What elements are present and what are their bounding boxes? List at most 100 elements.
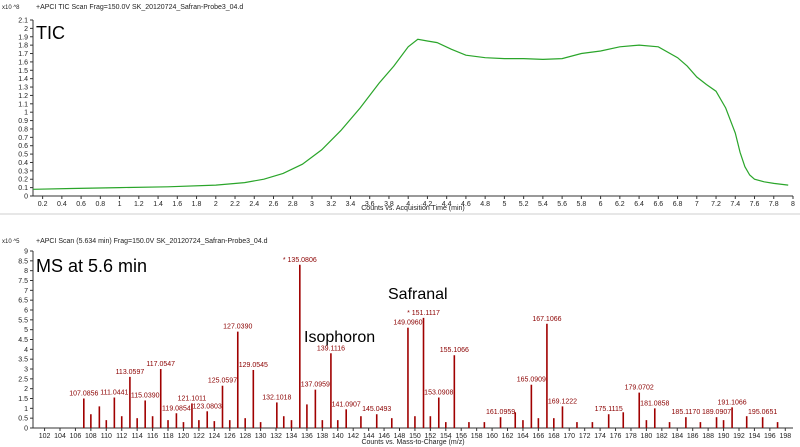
tic-y-tick-label: 2 — [24, 26, 28, 33]
tic-y-tick-label: 1.1 — [18, 101, 28, 108]
tic-x-tick-label: 0.4 — [57, 201, 67, 208]
ms-peak-label: 169.1222 — [548, 398, 577, 405]
ms-x-tick-label: 104 — [54, 433, 66, 440]
tic-y-tick-label: 1.8 — [18, 43, 28, 50]
tic-x-tick-label: 4.4 — [442, 201, 452, 208]
tic-x-tick-label: 3 — [310, 201, 314, 208]
ms-x-tick-label: 130 — [255, 433, 267, 440]
ms-x-tick-label: 158 — [471, 433, 483, 440]
tic-x-tick-label: 1.6 — [172, 201, 182, 208]
tic-x-tick-label: 4.2 — [423, 201, 433, 208]
tic-header: +APCI TIC Scan Frag=150.0V SK_20120724_S… — [36, 4, 243, 11]
ms-peak-label: 139.1116 — [317, 345, 345, 352]
ms-peak-label: 115.0390 — [131, 392, 160, 399]
annotation-safranal: Safranal — [388, 286, 448, 303]
ms-y-tick-label: 0 — [24, 426, 28, 433]
ms-y-tick-label: 3 — [24, 367, 28, 374]
ms-x-tick-label: 132 — [270, 433, 282, 440]
tic-y-tick-label: 1.4 — [18, 76, 28, 83]
ms-inset-title: MS at 5.6 min — [36, 256, 147, 276]
tic-x-tick-label: 5 — [502, 201, 506, 208]
ms-x-tick-label: 162 — [502, 433, 514, 440]
ms-y-tick-label: 5.5 — [18, 317, 28, 324]
ms-x-tick-label: 122 — [193, 433, 205, 440]
tic-x-tick-label: 4 — [406, 201, 410, 208]
tic-x-tick-label: 5.2 — [519, 201, 529, 208]
ms-peak-label: 189.0907 — [702, 409, 731, 416]
ms-x-tick-label: 160 — [486, 433, 498, 440]
tic-x-tick-label: 1.2 — [134, 201, 144, 208]
ms-peak-label: 181.0858 — [640, 400, 669, 407]
ms-peak-label: 149.0960 — [393, 320, 422, 327]
tic-x-tick-label: 6.2 — [615, 201, 625, 208]
ms-x-tick-label: 156 — [455, 433, 467, 440]
tic-x-tick-label: 7.4 — [730, 201, 740, 208]
ms-x-tick-label: 178 — [625, 433, 637, 440]
ms-y-tick-label: 9 — [24, 249, 28, 256]
tic-y-tick-label: 0.2 — [18, 177, 28, 184]
ms-x-tick-label: 114 — [132, 433, 143, 440]
tic-x-tick-label: 3.8 — [384, 201, 394, 208]
ms-x-tick-label: 126 — [224, 433, 236, 440]
tic-y-tick-label: 0.9 — [18, 118, 28, 125]
ms-peaks — [83, 264, 779, 428]
tic-x-tick-label: 6 — [599, 201, 603, 208]
ms-peak-label: * 135.0806 — [283, 257, 317, 264]
ms-peak-label: 125.0597 — [208, 378, 237, 385]
ms-peak-label: 153.0908 — [424, 390, 453, 397]
tic-y-tick-label: 0.4 — [18, 160, 28, 167]
ms-x-tick-label: 112 — [116, 433, 127, 440]
ms-peak-label: 111.0441 — [100, 390, 128, 397]
ms-axes — [32, 251, 793, 429]
ms-x-tick-label: 136 — [301, 433, 313, 440]
tic-y-tick-label: 0 — [24, 194, 28, 201]
ms-y-tick-label: 6.5 — [18, 298, 28, 305]
ms-peak-label: 141.0907 — [332, 401, 361, 408]
tic-y-tick-label: 1.7 — [18, 51, 28, 58]
ms-x-tick-label: 118 — [162, 433, 173, 440]
ms-x-axis-title: Counts vs. Mass-to-Charge (m/z) — [361, 439, 464, 446]
tic-x-axis-title: Counts vs. Acquisition Time (min) — [361, 205, 464, 212]
tic-y-tick-label: 0.3 — [18, 168, 28, 175]
tic-series — [32, 38, 789, 190]
ms-peak-labels: 107.0856 111.0441 113.0597 115.0390 117.0547… — [69, 257, 777, 416]
ms-x-tick-label: 172 — [579, 433, 591, 440]
tic-x-tick-label: 2.8 — [288, 201, 298, 208]
tic-y-tick-label: 0.8 — [18, 126, 28, 133]
tic-x-tick-label: 1 — [118, 201, 122, 208]
ms-x-tick-label: 198 — [779, 433, 791, 440]
tic-x-tick-label: 1.8 — [192, 201, 202, 208]
ms-x-tick-label: 150 — [409, 433, 421, 440]
tic-axes — [32, 20, 793, 197]
ms-panel: x10 ^5 +APCI Scan (5.634 min) Frag=150.0… — [2, 238, 793, 446]
tic-series-line — [32, 38, 789, 190]
ms-x-tick-label: 134 — [286, 433, 298, 440]
ms-x-tick-label: 194 — [749, 433, 761, 440]
ms-x-tick-label: 168 — [548, 433, 560, 440]
ms-x-tick-label: 152 — [425, 433, 437, 440]
ms-peak-label: 179.0702 — [625, 385, 654, 392]
ms-peak-label: 132.1018 — [262, 394, 291, 401]
ms-peak-label: 123.0803 — [193, 403, 222, 410]
ms-peak-label: 175.1115 — [595, 406, 623, 413]
tic-x-tick-label: 4.6 — [461, 201, 471, 208]
ms-y-scale: x10 ^5 — [2, 239, 20, 245]
ms-peak-label: * 151.1117 — [407, 310, 440, 317]
ms-x-tick-label: 146 — [378, 433, 390, 440]
ms-x-tick-label: 110 — [101, 433, 112, 440]
ms-y-tick-label: 2.5 — [18, 376, 28, 383]
tic-y-tick-label: 1 — [24, 110, 28, 117]
tic-x-tick-label: 0.8 — [95, 201, 105, 208]
ms-x-tick-label: 138 — [316, 433, 328, 440]
ms-x-tick-label: 170 — [563, 433, 575, 440]
tic-y-tick-label: 0.1 — [18, 185, 28, 192]
ms-x-tick-label: 154 — [440, 433, 452, 440]
annotation-isophoron: Isophoron — [304, 329, 375, 346]
ms-x-tick-label: 106 — [70, 433, 82, 440]
ms-x-tick-label: 180 — [641, 433, 653, 440]
tic-y-tick-label: 0.5 — [18, 152, 28, 159]
ms-peak-label: 107.0856 — [69, 391, 98, 398]
ms-peak-label: 145.0493 — [362, 406, 391, 413]
